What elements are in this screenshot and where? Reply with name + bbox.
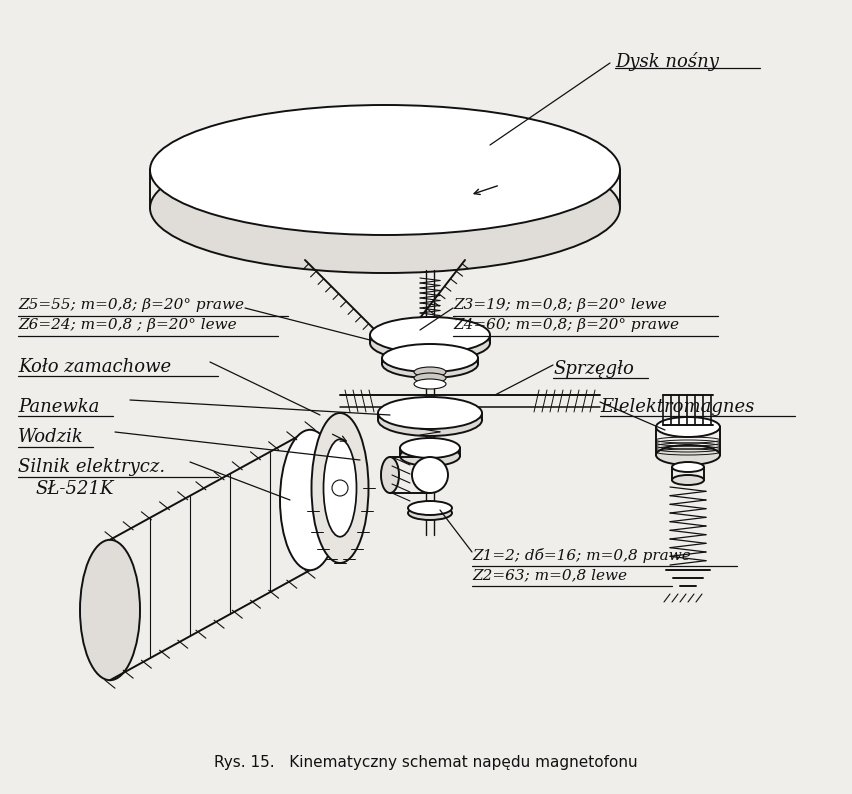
- Text: Koło zamachowe: Koło zamachowe: [18, 358, 171, 376]
- Text: Panewka: Panewka: [18, 398, 100, 416]
- Ellipse shape: [414, 379, 446, 389]
- Text: Z1=2; dб=16; m=0,8 prawe: Z1=2; dб=16; m=0,8 prawe: [472, 548, 691, 563]
- Text: Elelektromagnes: Elelektromagnes: [600, 398, 754, 416]
- Ellipse shape: [400, 446, 460, 466]
- Ellipse shape: [370, 317, 490, 353]
- Ellipse shape: [672, 475, 704, 485]
- Ellipse shape: [382, 344, 478, 372]
- Ellipse shape: [280, 430, 340, 570]
- Ellipse shape: [150, 143, 620, 273]
- Text: Z6=24; m=0,8 ; β=20° lewe: Z6=24; m=0,8 ; β=20° lewe: [18, 318, 237, 332]
- Text: Z4=60; m=0,8; β=20° prawe: Z4=60; m=0,8; β=20° prawe: [453, 318, 679, 332]
- Ellipse shape: [656, 417, 720, 437]
- Ellipse shape: [414, 367, 446, 377]
- Text: Dysk nośny: Dysk nośny: [615, 52, 719, 71]
- Ellipse shape: [412, 457, 448, 493]
- Ellipse shape: [408, 506, 452, 520]
- Text: Wodzik: Wodzik: [18, 428, 83, 446]
- Ellipse shape: [672, 462, 704, 472]
- Text: Z2=63; m=0,8 lewe: Z2=63; m=0,8 lewe: [472, 568, 627, 582]
- Ellipse shape: [381, 457, 399, 493]
- Ellipse shape: [370, 325, 490, 361]
- Ellipse shape: [382, 350, 478, 378]
- Text: Silnik elektrycz.: Silnik elektrycz.: [18, 458, 165, 476]
- Ellipse shape: [150, 105, 620, 235]
- Text: Z5=55; m=0,8; β=20° prawe: Z5=55; m=0,8; β=20° prawe: [18, 298, 244, 312]
- Ellipse shape: [378, 397, 482, 429]
- Text: Rys. 15.   Kinematyczny schemat napędu magnetofonu: Rys. 15. Kinematyczny schemat napędu mag…: [214, 755, 638, 770]
- Ellipse shape: [656, 445, 720, 465]
- Ellipse shape: [80, 540, 140, 680]
- Ellipse shape: [414, 373, 446, 383]
- Text: Z3=19; m=0,8; β=20° lewe: Z3=19; m=0,8; β=20° lewe: [453, 298, 667, 312]
- Ellipse shape: [324, 439, 356, 537]
- Ellipse shape: [332, 480, 348, 496]
- Text: Sprzęgło: Sprzęgło: [553, 360, 634, 378]
- Ellipse shape: [312, 413, 369, 563]
- Ellipse shape: [408, 501, 452, 515]
- Ellipse shape: [378, 404, 482, 436]
- Text: SŁ-521K: SŁ-521K: [35, 480, 113, 498]
- Ellipse shape: [400, 438, 460, 458]
